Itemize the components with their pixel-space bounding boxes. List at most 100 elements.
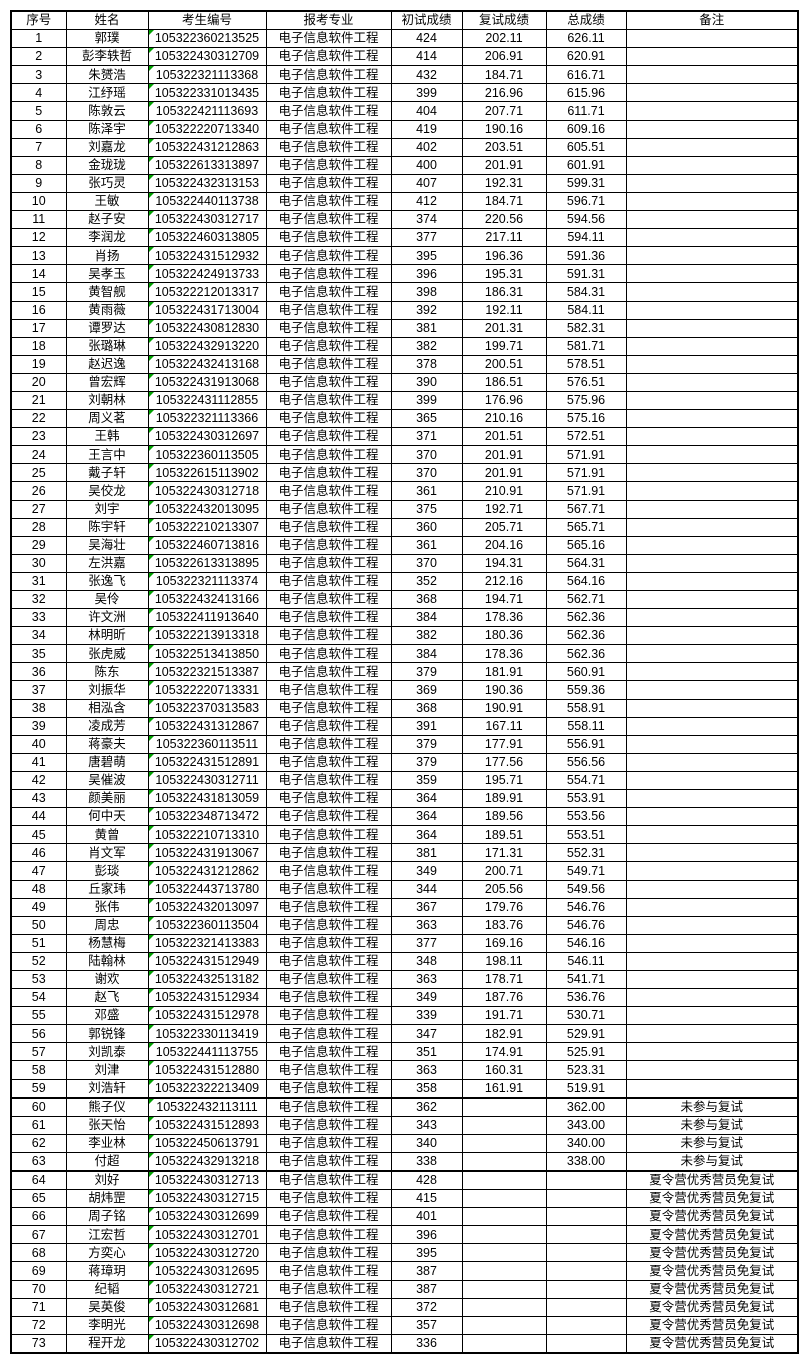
cell-no: 55 xyxy=(10,1006,67,1026)
text-format-corner-marker-icon xyxy=(149,302,154,307)
cell-initial-score: 340 xyxy=(390,1133,463,1153)
text-format-corner-marker-icon xyxy=(149,446,154,452)
table-row: 1 郭璞 105322360213525 电子信息软件工程 424 202.11 626.1… xyxy=(10,29,799,49)
table-row: 23 王韩 105322430312697 电子信息软件工程 371 201.51 572.… xyxy=(10,427,799,447)
cell-total-score: 556.56 xyxy=(545,752,627,772)
cell-initial-score: 399 xyxy=(390,390,463,411)
cell-total-score: 571.91 xyxy=(545,463,627,483)
cell-exam-id: 105322432013095 xyxy=(147,499,267,519)
text-format-corner-marker-icon xyxy=(149,826,154,832)
cell-total-score xyxy=(545,1207,627,1227)
cell-name: 付超 xyxy=(65,1151,149,1172)
score-table: 序号 姓名 考生编号 报考专业 初试成绩 复试成绩 总成绩 备注 1 郭璞 1053… xyxy=(10,10,799,1354)
cell-no: 29 xyxy=(10,535,67,555)
text-format-corner-marker-icon xyxy=(149,1299,154,1304)
cell-total-score: 582.31 xyxy=(545,318,627,338)
cell-no: 2 xyxy=(10,47,67,67)
text-format-corner-marker-icon xyxy=(149,374,154,379)
cell-retest-score: 192.11 xyxy=(461,300,547,320)
table-row: 69 蒋璋玥 105322430312695 电子信息软件工程 387 夏令营优秀营员免复… xyxy=(10,1261,799,1281)
cell-retest-score: 184.71 xyxy=(461,65,547,85)
cell-initial-score: 412 xyxy=(390,191,463,212)
cell-no: 7 xyxy=(10,137,67,157)
cell-retest-score: 194.71 xyxy=(461,589,547,610)
cell-no: 60 xyxy=(10,1096,67,1117)
cell-total-score xyxy=(545,1333,627,1354)
cell-name: 蒋璋玥 xyxy=(65,1261,149,1281)
cell-no: 30 xyxy=(10,553,67,573)
table-row: 51 杨慧梅 105322321413383 电子信息软件工程 377 169.16 546… xyxy=(10,933,799,953)
cell-initial-score: 398 xyxy=(390,282,463,302)
cell-exam-id: 105322432113111 xyxy=(147,1096,267,1117)
cell-name: 王敏 xyxy=(65,191,149,212)
cell-exam-id: 105322432313153 xyxy=(147,173,267,193)
table-row: 33 许文洲 105322411913640 电子信息软件工程 384 178.36 562… xyxy=(10,608,799,628)
cell-total-score: 616.71 xyxy=(545,65,627,85)
cell-initial-score: 374 xyxy=(390,210,463,230)
cell-initial-score: 387 xyxy=(390,1279,463,1299)
table-row: 62 李业林 105322450613791 电子信息软件工程 340 340.00 未参与… xyxy=(10,1133,799,1153)
cell-name: 杨慧梅 xyxy=(65,933,149,953)
cell-retest-score: 186.31 xyxy=(461,282,547,302)
cell-retest-score: 178.36 xyxy=(461,608,547,628)
table-row: 21 刘朝林 105322431112855 电子信息软件工程 399 176.96 575… xyxy=(10,390,799,411)
cell-initial-score: 363 xyxy=(390,915,463,935)
cell-name: 方奕心 xyxy=(65,1243,149,1263)
table-row: 9 张巧灵 105322432313153 电子信息软件工程 407 192.31 599.… xyxy=(10,173,799,193)
cell-name: 蒋豪夫 xyxy=(65,734,149,754)
cell-retest-score: 179.76 xyxy=(461,897,547,917)
cell-no: 33 xyxy=(10,608,67,628)
cell-no: 9 xyxy=(10,173,67,193)
text-format-corner-marker-icon xyxy=(149,899,154,904)
cell-major: 电子信息软件工程 xyxy=(265,807,392,827)
cell-retest-score: 192.31 xyxy=(461,173,547,193)
cell-total-score: 575.16 xyxy=(545,409,627,429)
cell-remark xyxy=(625,951,799,971)
cell-initial-score: 364 xyxy=(390,825,463,845)
text-format-corner-marker-icon xyxy=(149,591,154,596)
cell-total-score: 611.71 xyxy=(545,101,627,121)
cell-name: 颜美丽 xyxy=(65,789,149,809)
text-format-corner-marker-icon xyxy=(149,320,154,325)
header-name: 姓名 xyxy=(65,10,149,31)
cell-initial-score: 390 xyxy=(390,372,463,392)
cell-name: 肖文军 xyxy=(65,843,149,863)
cell-major: 电子信息软件工程 xyxy=(265,789,392,809)
table-row: 35 张虎威 105322513413850 电子信息软件工程 384 178.36 562… xyxy=(10,644,799,664)
cell-exam-id: 105322432913218 xyxy=(147,1151,267,1172)
table-row: 73 程开龙 105322430312702 电子信息软件工程 336 夏令营优秀营员免复… xyxy=(10,1333,799,1354)
cell-total-score: 562.71 xyxy=(545,589,627,610)
cell-exam-id: 105322430312713 xyxy=(147,1170,267,1191)
cell-retest-score: 189.51 xyxy=(461,825,547,845)
text-format-corner-marker-icon xyxy=(149,1226,154,1232)
cell-total-score: 601.91 xyxy=(545,155,627,175)
cell-retest-score xyxy=(461,1151,547,1172)
cell-major: 电子信息软件工程 xyxy=(265,83,392,103)
cell-retest-score xyxy=(461,1207,547,1227)
cell-initial-score: 365 xyxy=(390,409,463,429)
cell-retest-score: 191.71 xyxy=(461,1006,547,1026)
cell-exam-id: 105322431212862 xyxy=(147,861,267,881)
cell-major: 电子信息软件工程 xyxy=(265,264,392,284)
cell-initial-score: 352 xyxy=(390,571,463,592)
header-exam-id: 考生编号 xyxy=(147,10,267,31)
cell-no: 1 xyxy=(10,29,67,49)
cell-remark: 夏令营优秀营员免复试 xyxy=(625,1315,799,1335)
cell-major: 电子信息软件工程 xyxy=(265,897,392,917)
cell-remark xyxy=(625,879,799,899)
cell-initial-score: 379 xyxy=(390,734,463,754)
cell-retest-score: 201.31 xyxy=(461,318,547,338)
text-format-corner-marker-icon xyxy=(149,573,154,578)
cell-exam-id: 105322460713816 xyxy=(147,535,267,555)
cell-retest-score xyxy=(461,1297,547,1317)
text-format-corner-marker-icon xyxy=(149,1061,154,1067)
cell-total-score: 581.71 xyxy=(545,336,627,356)
header-no: 序号 xyxy=(10,10,67,31)
cell-total-score: 546.76 xyxy=(545,897,627,917)
cell-retest-score: 194.31 xyxy=(461,553,547,573)
cell-name: 李业林 xyxy=(65,1133,149,1153)
cell-remark: 夏令营优秀营员免复试 xyxy=(625,1189,799,1209)
cell-exam-id: 105322450613791 xyxy=(147,1133,267,1153)
cell-total-score: 584.31 xyxy=(545,282,627,302)
cell-retest-score xyxy=(461,1261,547,1281)
